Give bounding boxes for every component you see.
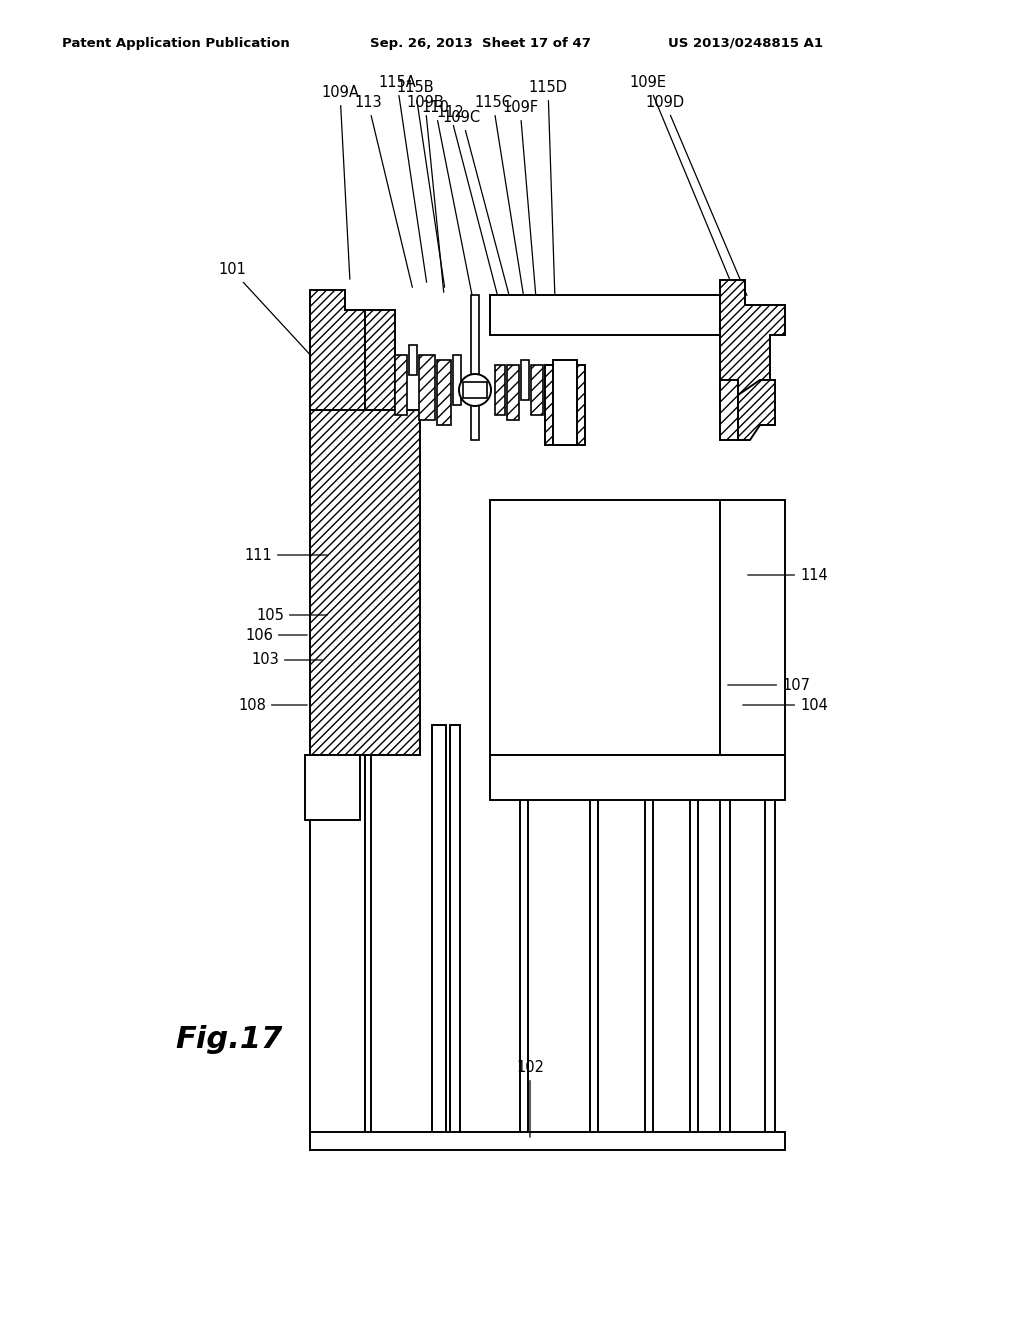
Text: 109F: 109F — [502, 100, 538, 308]
Text: 115B: 115B — [396, 81, 444, 288]
Text: 104: 104 — [742, 697, 827, 713]
Text: US 2013/0248815 A1: US 2013/0248815 A1 — [668, 37, 823, 50]
Bar — [419, 355, 435, 420]
Bar — [437, 360, 451, 425]
Bar — [450, 725, 460, 1135]
Text: 105: 105 — [256, 607, 328, 623]
Bar — [432, 725, 446, 1135]
Bar — [310, 705, 365, 1135]
Bar — [590, 741, 598, 1135]
Polygon shape — [720, 280, 785, 411]
Bar — [765, 785, 775, 1135]
Text: 102: 102 — [516, 1060, 544, 1138]
Bar — [365, 735, 371, 1135]
Bar — [520, 741, 528, 1135]
Bar — [521, 360, 529, 400]
Polygon shape — [738, 380, 775, 440]
Bar — [720, 500, 785, 755]
Text: 115D: 115D — [528, 81, 567, 297]
Bar — [310, 411, 420, 755]
Bar — [490, 294, 720, 335]
Text: 103: 103 — [251, 652, 323, 668]
Text: 110: 110 — [421, 100, 472, 297]
Text: 109D: 109D — [645, 95, 746, 296]
Bar — [490, 755, 785, 800]
Bar — [545, 366, 585, 445]
Bar — [453, 355, 461, 405]
Text: 106: 106 — [245, 627, 307, 643]
Circle shape — [459, 374, 490, 407]
Polygon shape — [310, 290, 365, 411]
Text: 109A: 109A — [322, 84, 359, 280]
Bar — [310, 310, 395, 411]
Text: 114: 114 — [748, 568, 827, 582]
Text: Patent Application Publication: Patent Application Publication — [62, 37, 290, 50]
Text: 112: 112 — [436, 106, 500, 302]
Text: 101: 101 — [218, 263, 313, 358]
Bar — [507, 366, 519, 420]
Text: 115C: 115C — [474, 95, 524, 302]
Bar — [645, 741, 653, 1135]
Text: 109E: 109E — [630, 75, 731, 282]
Bar — [395, 355, 407, 414]
Text: 109B: 109B — [407, 95, 443, 292]
Text: 113: 113 — [354, 95, 413, 288]
Bar — [310, 1133, 785, 1150]
Bar — [409, 345, 417, 375]
Bar — [531, 366, 543, 414]
Text: 108: 108 — [239, 697, 307, 713]
Text: 115A: 115A — [378, 75, 427, 282]
Bar — [305, 755, 360, 820]
Bar — [463, 381, 487, 399]
Text: 107: 107 — [728, 677, 810, 693]
Text: Fig.17: Fig.17 — [175, 1026, 283, 1053]
Bar — [490, 500, 720, 755]
Bar — [690, 741, 698, 1135]
Bar — [720, 755, 730, 1135]
Bar — [471, 294, 479, 440]
Text: 111: 111 — [245, 548, 328, 562]
Bar — [495, 366, 505, 414]
Bar — [553, 360, 577, 445]
Bar — [720, 380, 738, 440]
Text: Sep. 26, 2013  Sheet 17 of 47: Sep. 26, 2013 Sheet 17 of 47 — [370, 37, 591, 50]
Text: 109C: 109C — [443, 110, 512, 308]
